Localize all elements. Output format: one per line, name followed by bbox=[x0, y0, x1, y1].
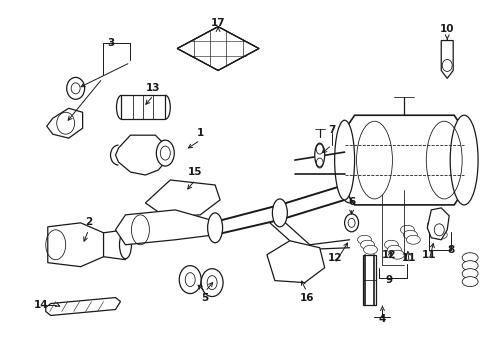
Text: 12: 12 bbox=[382, 250, 396, 260]
Text: 13: 13 bbox=[146, 84, 160, 93]
Polygon shape bbox=[46, 298, 120, 315]
Ellipse shape bbox=[406, 235, 420, 244]
Ellipse shape bbox=[345, 151, 351, 165]
Polygon shape bbox=[440, 41, 452, 78]
Ellipse shape bbox=[427, 220, 440, 229]
Text: 5: 5 bbox=[201, 293, 208, 302]
Ellipse shape bbox=[371, 168, 377, 182]
Ellipse shape bbox=[342, 181, 356, 203]
Polygon shape bbox=[115, 135, 168, 175]
Text: 7: 7 bbox=[327, 125, 335, 135]
Ellipse shape bbox=[341, 148, 347, 162]
Ellipse shape bbox=[400, 225, 413, 234]
Text: 15: 15 bbox=[187, 167, 202, 177]
Ellipse shape bbox=[207, 213, 222, 243]
Polygon shape bbox=[344, 115, 463, 205]
Ellipse shape bbox=[363, 245, 377, 254]
Text: 9: 9 bbox=[385, 275, 392, 285]
Text: 2: 2 bbox=[85, 217, 92, 227]
Ellipse shape bbox=[389, 250, 404, 259]
Text: 10: 10 bbox=[439, 24, 453, 33]
Polygon shape bbox=[427, 208, 448, 240]
Ellipse shape bbox=[344, 214, 358, 232]
Ellipse shape bbox=[429, 225, 443, 234]
Polygon shape bbox=[177, 27, 259, 71]
Text: 12: 12 bbox=[327, 253, 341, 263]
Text: 6: 6 bbox=[347, 197, 354, 207]
Ellipse shape bbox=[432, 230, 447, 239]
Text: 14: 14 bbox=[33, 300, 48, 310]
Ellipse shape bbox=[386, 245, 401, 254]
Text: 11: 11 bbox=[401, 253, 416, 263]
Polygon shape bbox=[48, 223, 103, 267]
Ellipse shape bbox=[360, 240, 374, 249]
Ellipse shape bbox=[66, 77, 84, 99]
Text: 3: 3 bbox=[107, 37, 114, 48]
Ellipse shape bbox=[358, 159, 364, 174]
Text: 4: 4 bbox=[378, 314, 386, 324]
Ellipse shape bbox=[362, 162, 368, 176]
Text: 8: 8 bbox=[447, 245, 454, 255]
Ellipse shape bbox=[366, 165, 372, 179]
Ellipse shape bbox=[461, 276, 477, 287]
Polygon shape bbox=[115, 210, 215, 245]
Ellipse shape bbox=[119, 231, 131, 259]
Ellipse shape bbox=[357, 235, 371, 244]
Ellipse shape bbox=[179, 266, 201, 293]
Text: 16: 16 bbox=[299, 293, 313, 302]
Ellipse shape bbox=[461, 253, 477, 263]
Ellipse shape bbox=[384, 240, 398, 249]
Ellipse shape bbox=[349, 154, 355, 168]
Bar bbox=[362, 255, 376, 305]
Ellipse shape bbox=[354, 157, 360, 171]
Ellipse shape bbox=[272, 199, 287, 227]
Ellipse shape bbox=[449, 115, 477, 205]
Text: 1: 1 bbox=[196, 128, 203, 138]
Ellipse shape bbox=[334, 120, 354, 200]
Ellipse shape bbox=[461, 269, 477, 279]
Ellipse shape bbox=[314, 143, 324, 167]
Ellipse shape bbox=[461, 261, 477, 271]
Ellipse shape bbox=[156, 140, 174, 166]
Polygon shape bbox=[266, 241, 324, 283]
Polygon shape bbox=[145, 180, 220, 217]
Polygon shape bbox=[121, 95, 165, 119]
Text: 17: 17 bbox=[210, 18, 225, 28]
Ellipse shape bbox=[403, 230, 416, 239]
Ellipse shape bbox=[201, 269, 223, 297]
Polygon shape bbox=[47, 108, 82, 138]
Text: 11: 11 bbox=[421, 250, 436, 260]
